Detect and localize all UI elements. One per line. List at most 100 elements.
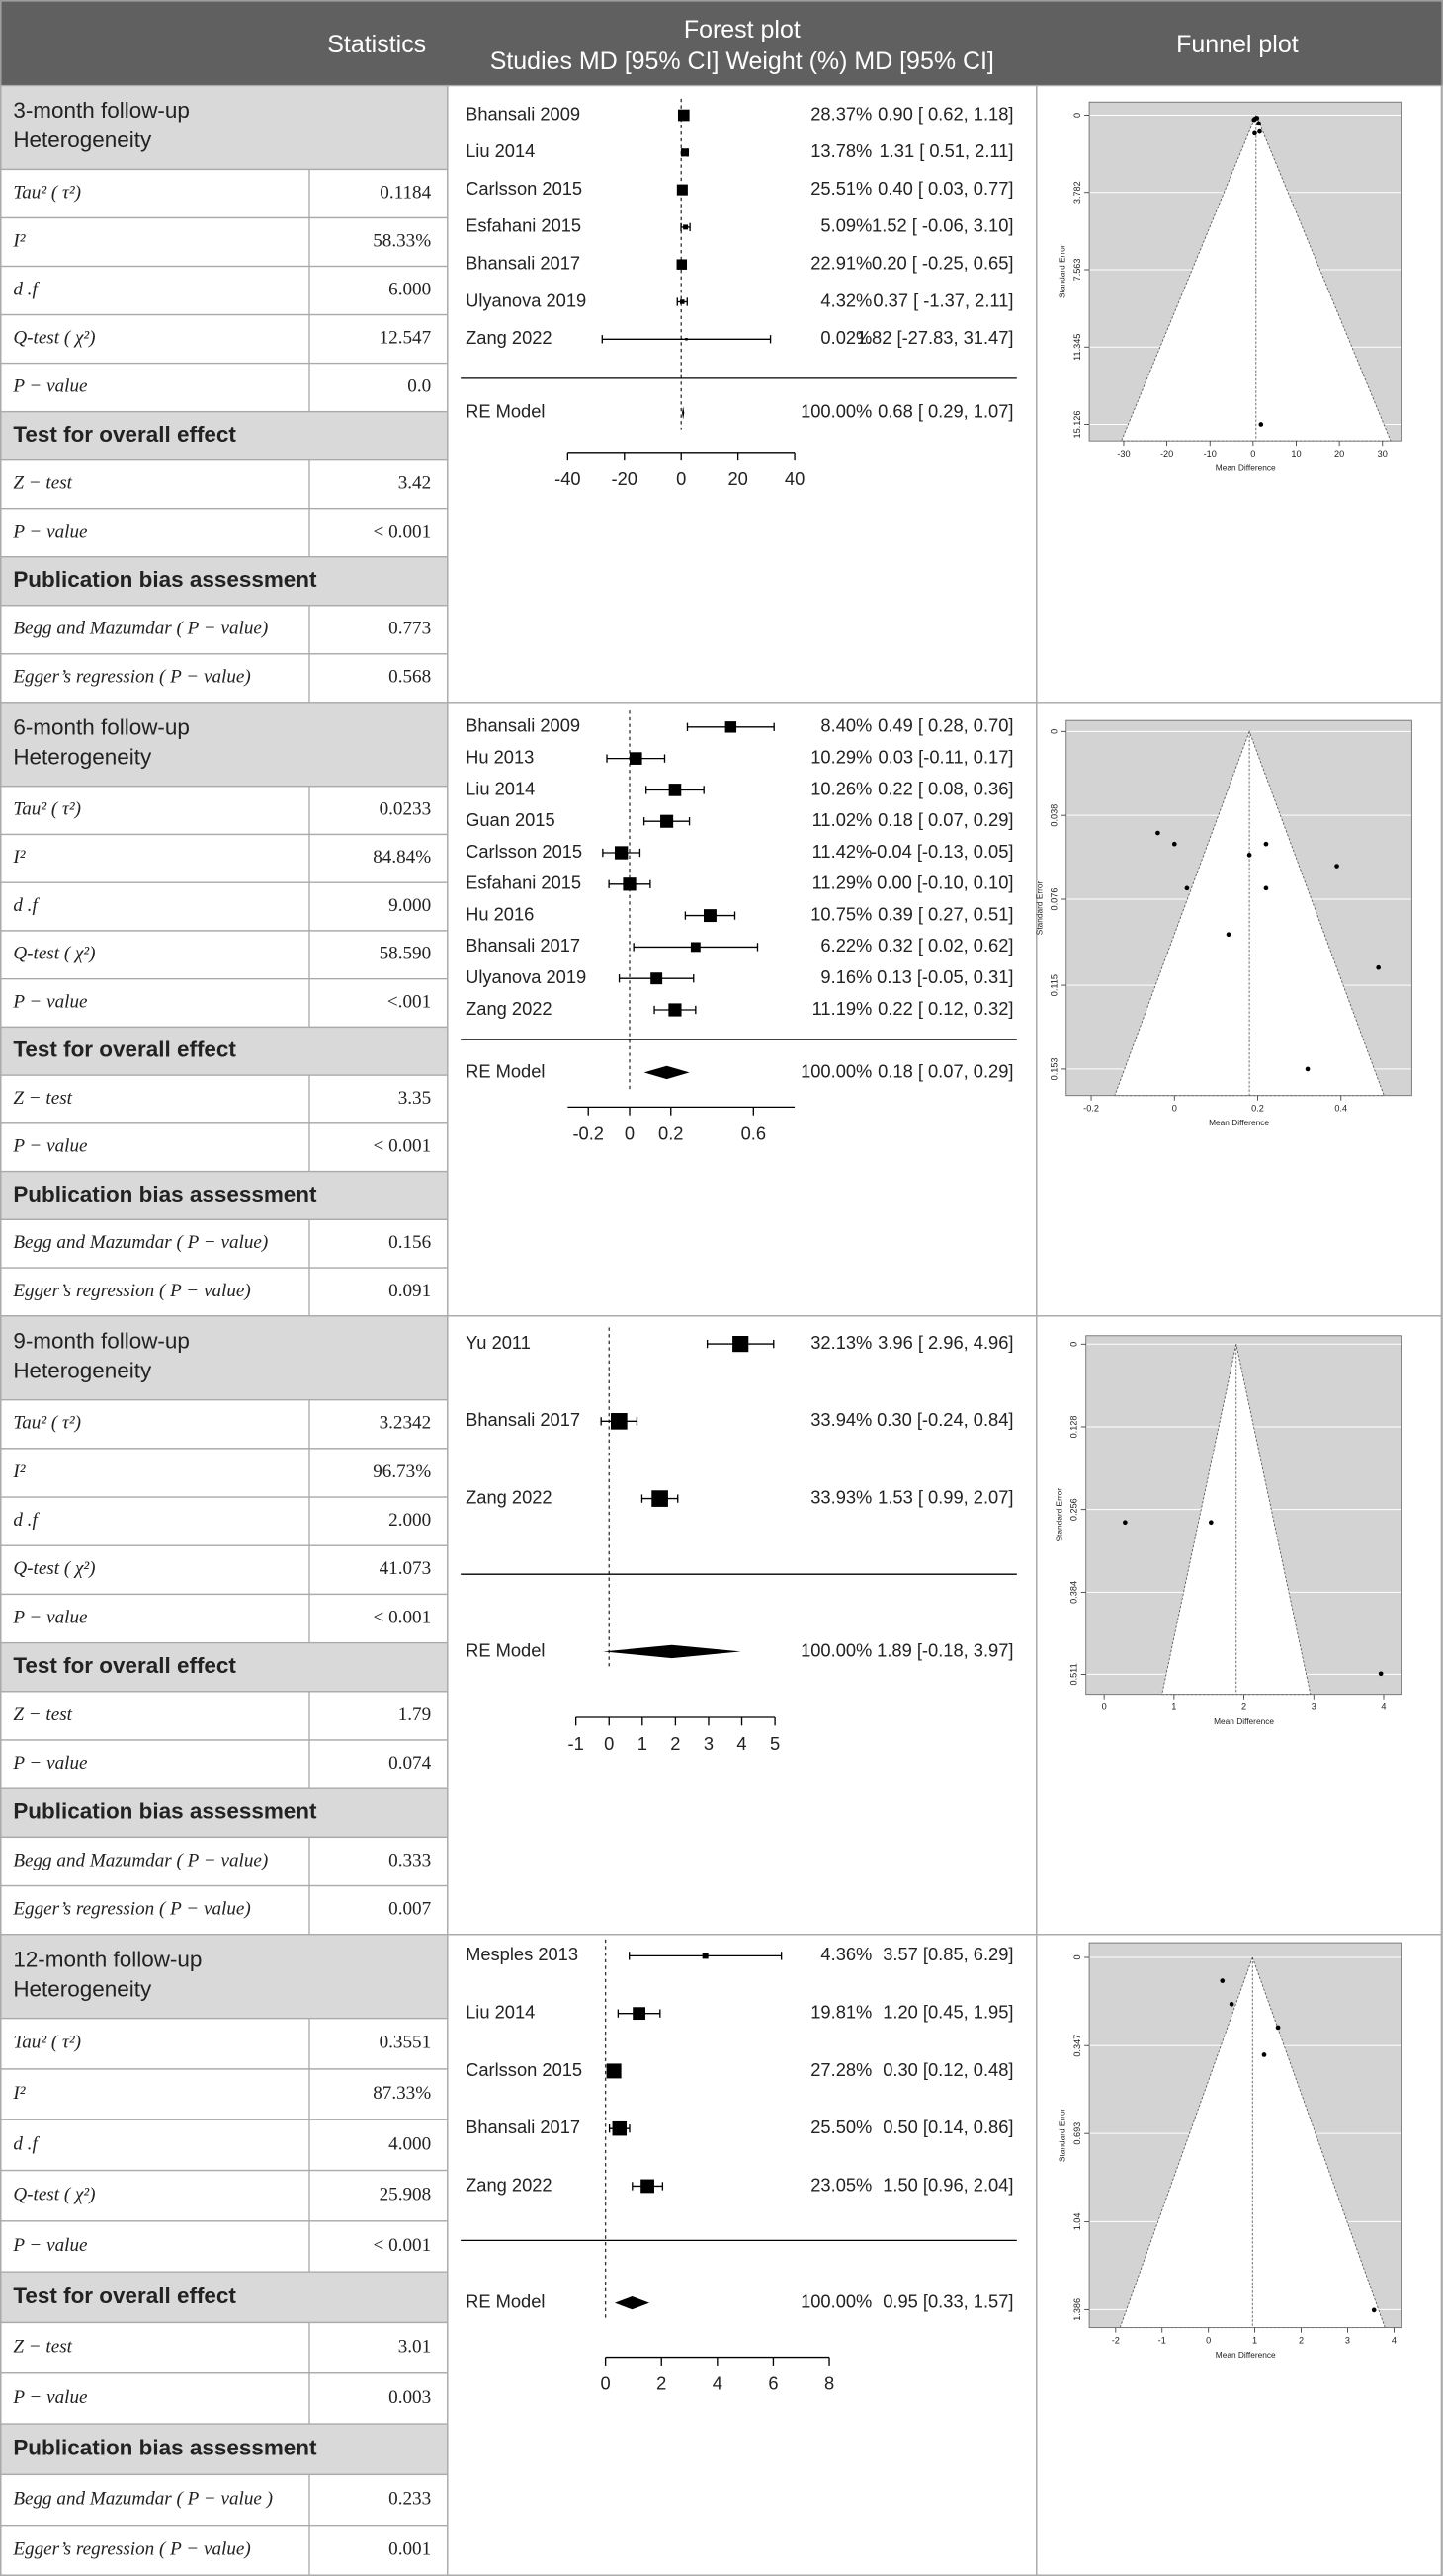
study-md-ci: 1.31 [ 0.51, 2.11] [880, 140, 1014, 161]
y-tick-label: 1.04 [1072, 2213, 1082, 2231]
stat-row [0, 1836, 449, 1887]
funnel-point [1184, 885, 1190, 891]
stat-label: I² [12, 1461, 25, 1482]
summary-name: RE Model [466, 1639, 545, 1660]
x-tick-label: -30 [1117, 449, 1130, 458]
study-name: Bhansali 2009 [466, 103, 580, 124]
effect-square [676, 259, 688, 270]
study-name: Ulyanova 2019 [466, 290, 586, 310]
stat-label: I² [12, 847, 25, 868]
study-weight: 25.50% [810, 2117, 872, 2137]
funnel-point [1171, 841, 1177, 847]
study-weight: 10.75% [810, 903, 872, 924]
stat-value: 3.35 [398, 1088, 431, 1109]
x-tick-label: 2 [670, 1733, 680, 1754]
y-axis-title: Standard Error [1058, 244, 1067, 298]
study-md-ci: 0.40 [ 0.03, 0.77] [878, 178, 1013, 199]
summary-weight: 100.00% [801, 2290, 872, 2311]
x-tick-label: -2 [1112, 2335, 1120, 2345]
stat-row [0, 459, 449, 510]
study-weight: 28.37% [810, 103, 872, 124]
stat-value: 96.73% [373, 1461, 431, 1482]
funnel-point [1334, 864, 1339, 869]
x-tick-label: -40 [554, 468, 580, 489]
x-tick-label: -0.2 [1083, 1103, 1099, 1113]
x-tick-label: 0 [1206, 2335, 1211, 2345]
stat-value: 41.073 [380, 1558, 432, 1579]
x-tick-label: 4 [1381, 1702, 1386, 1711]
x-tick-label: -20 [612, 468, 637, 489]
x-tick-label: 3 [704, 1733, 714, 1754]
x-tick-label: 1 [1252, 2335, 1257, 2345]
section-header-cell [0, 84, 449, 171]
stat-label: Tau² ( τ²) [13, 182, 81, 203]
y-tick-label: 0.693 [1072, 2122, 1082, 2145]
effect-square [683, 224, 689, 230]
group-title: Test for overall effect [13, 422, 236, 447]
study-weight: 5.09% [820, 215, 872, 236]
x-tick-label: 20 [1334, 449, 1344, 458]
stat-label: Q-test ( χ²) [13, 1558, 95, 1579]
study-weight: 27.28% [810, 2059, 872, 2080]
stat-value: 4.000 [388, 2133, 431, 2154]
funnel-frame [1065, 719, 1412, 1097]
section-header-cell [0, 1315, 449, 1401]
stat-label: P − value [12, 1136, 88, 1157]
summary-md-ci: 0.18 [ 0.07, 0.29] [878, 1060, 1013, 1081]
study-name: Guan 2015 [466, 809, 555, 830]
funnel-frame [1088, 101, 1402, 442]
study-name: Zang 2022 [466, 327, 552, 348]
y-tick-label: 0.384 [1069, 1581, 1079, 1604]
funnel-point [1251, 117, 1257, 123]
stat-row [0, 1267, 449, 1317]
study-weight: 19.81% [810, 2001, 872, 2022]
stat-label: I² [12, 2083, 25, 2104]
x-tick-label: 4 [713, 2373, 722, 2394]
y-tick-label: 0.347 [1072, 2035, 1082, 2057]
effect-square [660, 814, 674, 828]
effect-square [677, 109, 690, 122]
header-forest-subtitle: Studies MD [95% CI] Weight (%) MD [95% C… [490, 47, 994, 75]
study-name: Zang 2022 [466, 1486, 552, 1507]
group-title-cell [0, 1641, 449, 1693]
stat-value: 58.590 [380, 944, 432, 964]
x-tick-label: 2 [1299, 2335, 1304, 2345]
x-tick-label: 0 [1250, 449, 1255, 458]
effect-square [732, 1336, 749, 1353]
stat-row [0, 930, 449, 980]
stat-row [0, 168, 449, 219]
stat-row [0, 508, 449, 558]
funnel-point [1275, 2025, 1281, 2031]
funnel-point [1252, 130, 1257, 136]
funnel-point [1256, 121, 1261, 126]
effect-square [633, 2007, 645, 2021]
funnel-point [1378, 1671, 1384, 1677]
stat-row [0, 2372, 449, 2425]
study-weight: 33.93% [810, 1486, 872, 1507]
funnel-point [1257, 128, 1262, 134]
stat-row [0, 265, 449, 316]
study-weight: 11.02% [812, 809, 873, 830]
stat-label: d .f [13, 1510, 40, 1531]
study-weight: 11.19% [812, 998, 873, 1019]
study-name: Carlsson 2015 [466, 841, 582, 862]
study-weight: 33.94% [810, 1409, 872, 1430]
x-tick-label: 0.6 [741, 1123, 766, 1144]
funnel-point [1261, 2052, 1267, 2057]
x-tick-label: 0.4 [1334, 1103, 1347, 1113]
funnel-point [1229, 2001, 1234, 2007]
group-title: Heterogeneity [13, 127, 152, 152]
funnel-point [1263, 841, 1269, 847]
stat-row [0, 2068, 449, 2120]
stat-row [0, 786, 449, 836]
group-title-cell [0, 410, 449, 461]
study-md-ci: 0.03 [-0.11, 0.17] [878, 746, 1013, 767]
stat-label: P − value [12, 2235, 88, 2256]
stat-row [0, 362, 449, 413]
x-tick-label: 1 [637, 1733, 647, 1754]
x-axis-title: Mean Difference [1216, 463, 1276, 473]
study-weight: 25.51% [810, 178, 872, 199]
y-axis-title: Standard Error [1034, 880, 1044, 935]
funnel-point [1208, 1520, 1214, 1526]
stat-value: 0.0233 [380, 799, 432, 820]
